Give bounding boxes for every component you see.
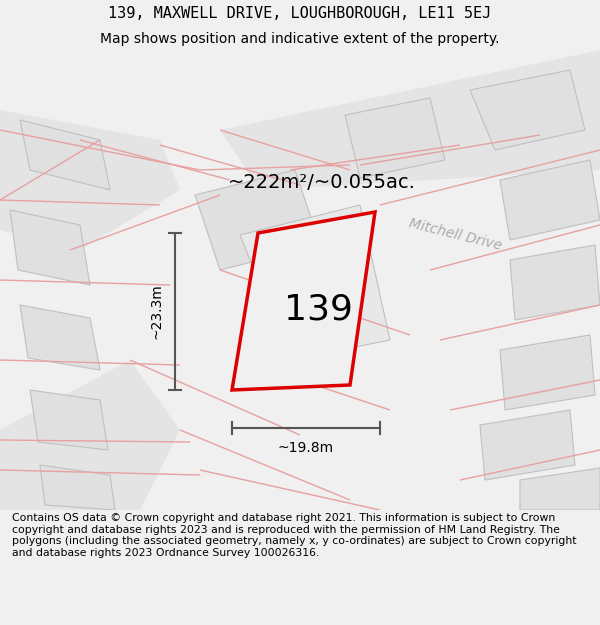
Text: 139, MAXWELL DRIVE, LOUGHBOROUGH, LE11 5EJ: 139, MAXWELL DRIVE, LOUGHBOROUGH, LE11 5… <box>109 6 491 21</box>
Text: ~23.3m: ~23.3m <box>150 284 164 339</box>
Polygon shape <box>195 170 320 270</box>
Polygon shape <box>510 245 600 320</box>
Polygon shape <box>10 210 90 285</box>
Polygon shape <box>20 305 100 370</box>
Text: 139: 139 <box>284 293 353 327</box>
Text: Contains OS data © Crown copyright and database right 2021. This information is : Contains OS data © Crown copyright and d… <box>12 513 577 558</box>
Polygon shape <box>0 360 180 510</box>
Polygon shape <box>30 390 108 450</box>
Polygon shape <box>40 465 115 510</box>
Polygon shape <box>470 70 585 150</box>
Text: Map shows position and indicative extent of the property.: Map shows position and indicative extent… <box>100 32 500 46</box>
Polygon shape <box>480 410 575 480</box>
Polygon shape <box>220 50 600 190</box>
Polygon shape <box>232 212 375 390</box>
Text: Mitchell Drive: Mitchell Drive <box>407 217 503 253</box>
Polygon shape <box>0 110 180 250</box>
Polygon shape <box>20 120 110 190</box>
Text: ~19.8m: ~19.8m <box>278 441 334 455</box>
Polygon shape <box>520 468 600 510</box>
Polygon shape <box>240 205 390 360</box>
Polygon shape <box>500 335 595 410</box>
Text: ~222m²/~0.055ac.: ~222m²/~0.055ac. <box>228 174 416 192</box>
Polygon shape <box>345 98 445 178</box>
Polygon shape <box>500 160 600 240</box>
